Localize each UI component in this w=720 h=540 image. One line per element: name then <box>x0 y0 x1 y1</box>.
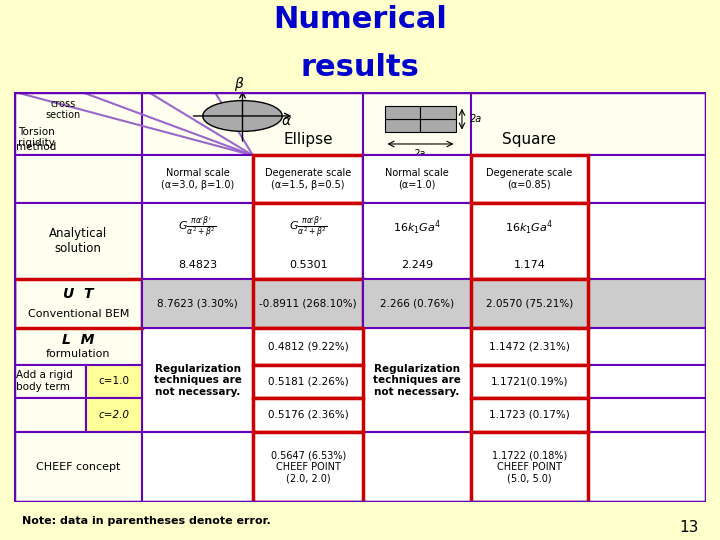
Text: Normal scale
(α=1.0): Normal scale (α=1.0) <box>385 168 449 190</box>
Bar <box>588 397 706 433</box>
Text: Normal scale
(α=3.0, β=1.0): Normal scale (α=3.0, β=1.0) <box>161 168 234 190</box>
Text: Add a rigid
body term: Add a rigid body term <box>17 370 73 392</box>
Text: 0.5647 (6.53%)
CHEEF POINT
(2.0, 2.0): 0.5647 (6.53%) CHEEF POINT (2.0, 2.0) <box>271 451 346 484</box>
Bar <box>143 156 253 202</box>
Text: 13: 13 <box>679 519 698 535</box>
Bar <box>384 106 420 119</box>
Text: U  T: U T <box>63 287 94 301</box>
Text: 1.174: 1.174 <box>513 260 545 270</box>
Bar <box>253 433 364 502</box>
Text: 0.5181 (2.26%): 0.5181 (2.26%) <box>268 376 348 386</box>
Bar <box>143 328 253 433</box>
Text: -0.8911 (268.10%): -0.8911 (268.10%) <box>259 298 357 308</box>
Text: Ellipse: Ellipse <box>284 132 333 147</box>
Text: 2a: 2a <box>470 114 482 124</box>
Bar <box>143 202 253 279</box>
Text: $\alpha$: $\alpha$ <box>281 114 292 128</box>
Text: 2a: 2a <box>414 149 427 159</box>
Bar <box>588 433 706 502</box>
Ellipse shape <box>203 100 282 131</box>
Bar <box>253 202 364 279</box>
Text: $16k_1Ga^4$: $16k_1Ga^4$ <box>393 219 441 237</box>
Text: Analytical
solution: Analytical solution <box>49 227 107 254</box>
Bar <box>471 202 588 279</box>
Text: 1.1723 (0.17%): 1.1723 (0.17%) <box>489 410 570 420</box>
Text: Torsion
rigidity: Torsion rigidity <box>18 127 55 148</box>
Text: $\beta$: $\beta$ <box>234 76 244 93</box>
Bar <box>471 433 588 502</box>
Text: c=1.0: c=1.0 <box>99 376 130 386</box>
Text: 8.4823: 8.4823 <box>178 260 217 270</box>
Bar <box>471 279 588 328</box>
Text: 1.1721(0.19%): 1.1721(0.19%) <box>490 376 568 386</box>
Bar <box>420 119 456 132</box>
Text: L  M: L M <box>62 333 94 347</box>
Bar <box>471 364 588 397</box>
Text: 0.5176 (2.36%): 0.5176 (2.36%) <box>268 410 348 420</box>
Text: Numerical: Numerical <box>273 5 447 34</box>
Text: Note: data in parentheses denote error.: Note: data in parentheses denote error. <box>22 516 270 526</box>
Bar <box>143 279 253 328</box>
Bar <box>588 156 706 202</box>
Bar <box>14 92 253 156</box>
Bar <box>14 279 143 328</box>
Bar <box>86 364 143 397</box>
Bar <box>471 328 588 364</box>
Text: results: results <box>300 53 420 83</box>
Bar <box>253 328 364 364</box>
Bar <box>14 433 143 502</box>
Text: c=2.0: c=2.0 <box>99 410 130 420</box>
Text: $G\frac{\pi\alpha^{\prime}\beta^{\prime}}{\alpha^2+\beta^2}$: $G\frac{\pi\alpha^{\prime}\beta^{\prime}… <box>179 214 217 241</box>
Bar <box>364 433 471 502</box>
Bar <box>364 202 471 279</box>
Text: 2.249: 2.249 <box>401 260 433 270</box>
Text: 2.266 (0.76%): 2.266 (0.76%) <box>380 298 454 308</box>
Bar <box>253 364 364 397</box>
Bar <box>253 156 364 202</box>
Bar <box>86 397 143 433</box>
Bar <box>253 279 364 328</box>
Text: $G\frac{\pi\alpha^{\prime}\beta^{\prime}}{\alpha^2+\beta^2}$: $G\frac{\pi\alpha^{\prime}\beta^{\prime}… <box>289 214 328 241</box>
Text: Square: Square <box>503 132 557 147</box>
Bar <box>364 156 471 202</box>
Text: 8.7623 (3.30%): 8.7623 (3.30%) <box>157 298 238 308</box>
Text: Degenerate scale
(α=1.5, β=0.5): Degenerate scale (α=1.5, β=0.5) <box>265 168 351 190</box>
Bar <box>143 92 364 156</box>
Bar <box>364 92 588 156</box>
Text: 0.4812 (9.22%): 0.4812 (9.22%) <box>268 341 348 351</box>
Text: method: method <box>17 142 57 152</box>
Bar <box>420 106 456 119</box>
Bar <box>14 364 86 397</box>
Text: 2.0570 (75.21%): 2.0570 (75.21%) <box>486 298 573 308</box>
Bar <box>471 92 706 156</box>
Text: 0.5301: 0.5301 <box>289 260 328 270</box>
Text: Regularization
techniques are
not necessary.: Regularization techniques are not necess… <box>373 363 461 397</box>
Bar <box>588 202 706 279</box>
Text: $16k_1Ga^4$: $16k_1Ga^4$ <box>505 219 554 237</box>
Bar <box>588 279 706 328</box>
Bar <box>384 119 420 132</box>
Bar <box>143 433 253 502</box>
Text: 1.1472 (2.31%): 1.1472 (2.31%) <box>489 341 570 351</box>
Text: cross
section: cross section <box>45 99 81 120</box>
Text: Degenerate scale
(α=0.85): Degenerate scale (α=0.85) <box>486 168 572 190</box>
Bar <box>471 397 588 433</box>
Text: CHEEF concept: CHEEF concept <box>36 462 120 472</box>
Bar <box>364 279 471 328</box>
Text: Regularization
techniques are
not necessary.: Regularization techniques are not necess… <box>153 363 241 397</box>
Bar <box>14 397 86 433</box>
Text: 1.1722 (0.18%)
CHEEF POINT
(5.0, 5.0): 1.1722 (0.18%) CHEEF POINT (5.0, 5.0) <box>492 451 567 484</box>
Bar <box>364 328 471 433</box>
Bar <box>253 397 364 433</box>
Bar <box>14 328 143 364</box>
Bar <box>588 364 706 397</box>
Text: formulation: formulation <box>46 349 111 360</box>
Text: Conventional BEM: Conventional BEM <box>27 309 129 319</box>
Bar <box>14 202 143 279</box>
Bar <box>471 156 588 202</box>
Bar <box>588 328 706 364</box>
Bar <box>14 156 143 202</box>
